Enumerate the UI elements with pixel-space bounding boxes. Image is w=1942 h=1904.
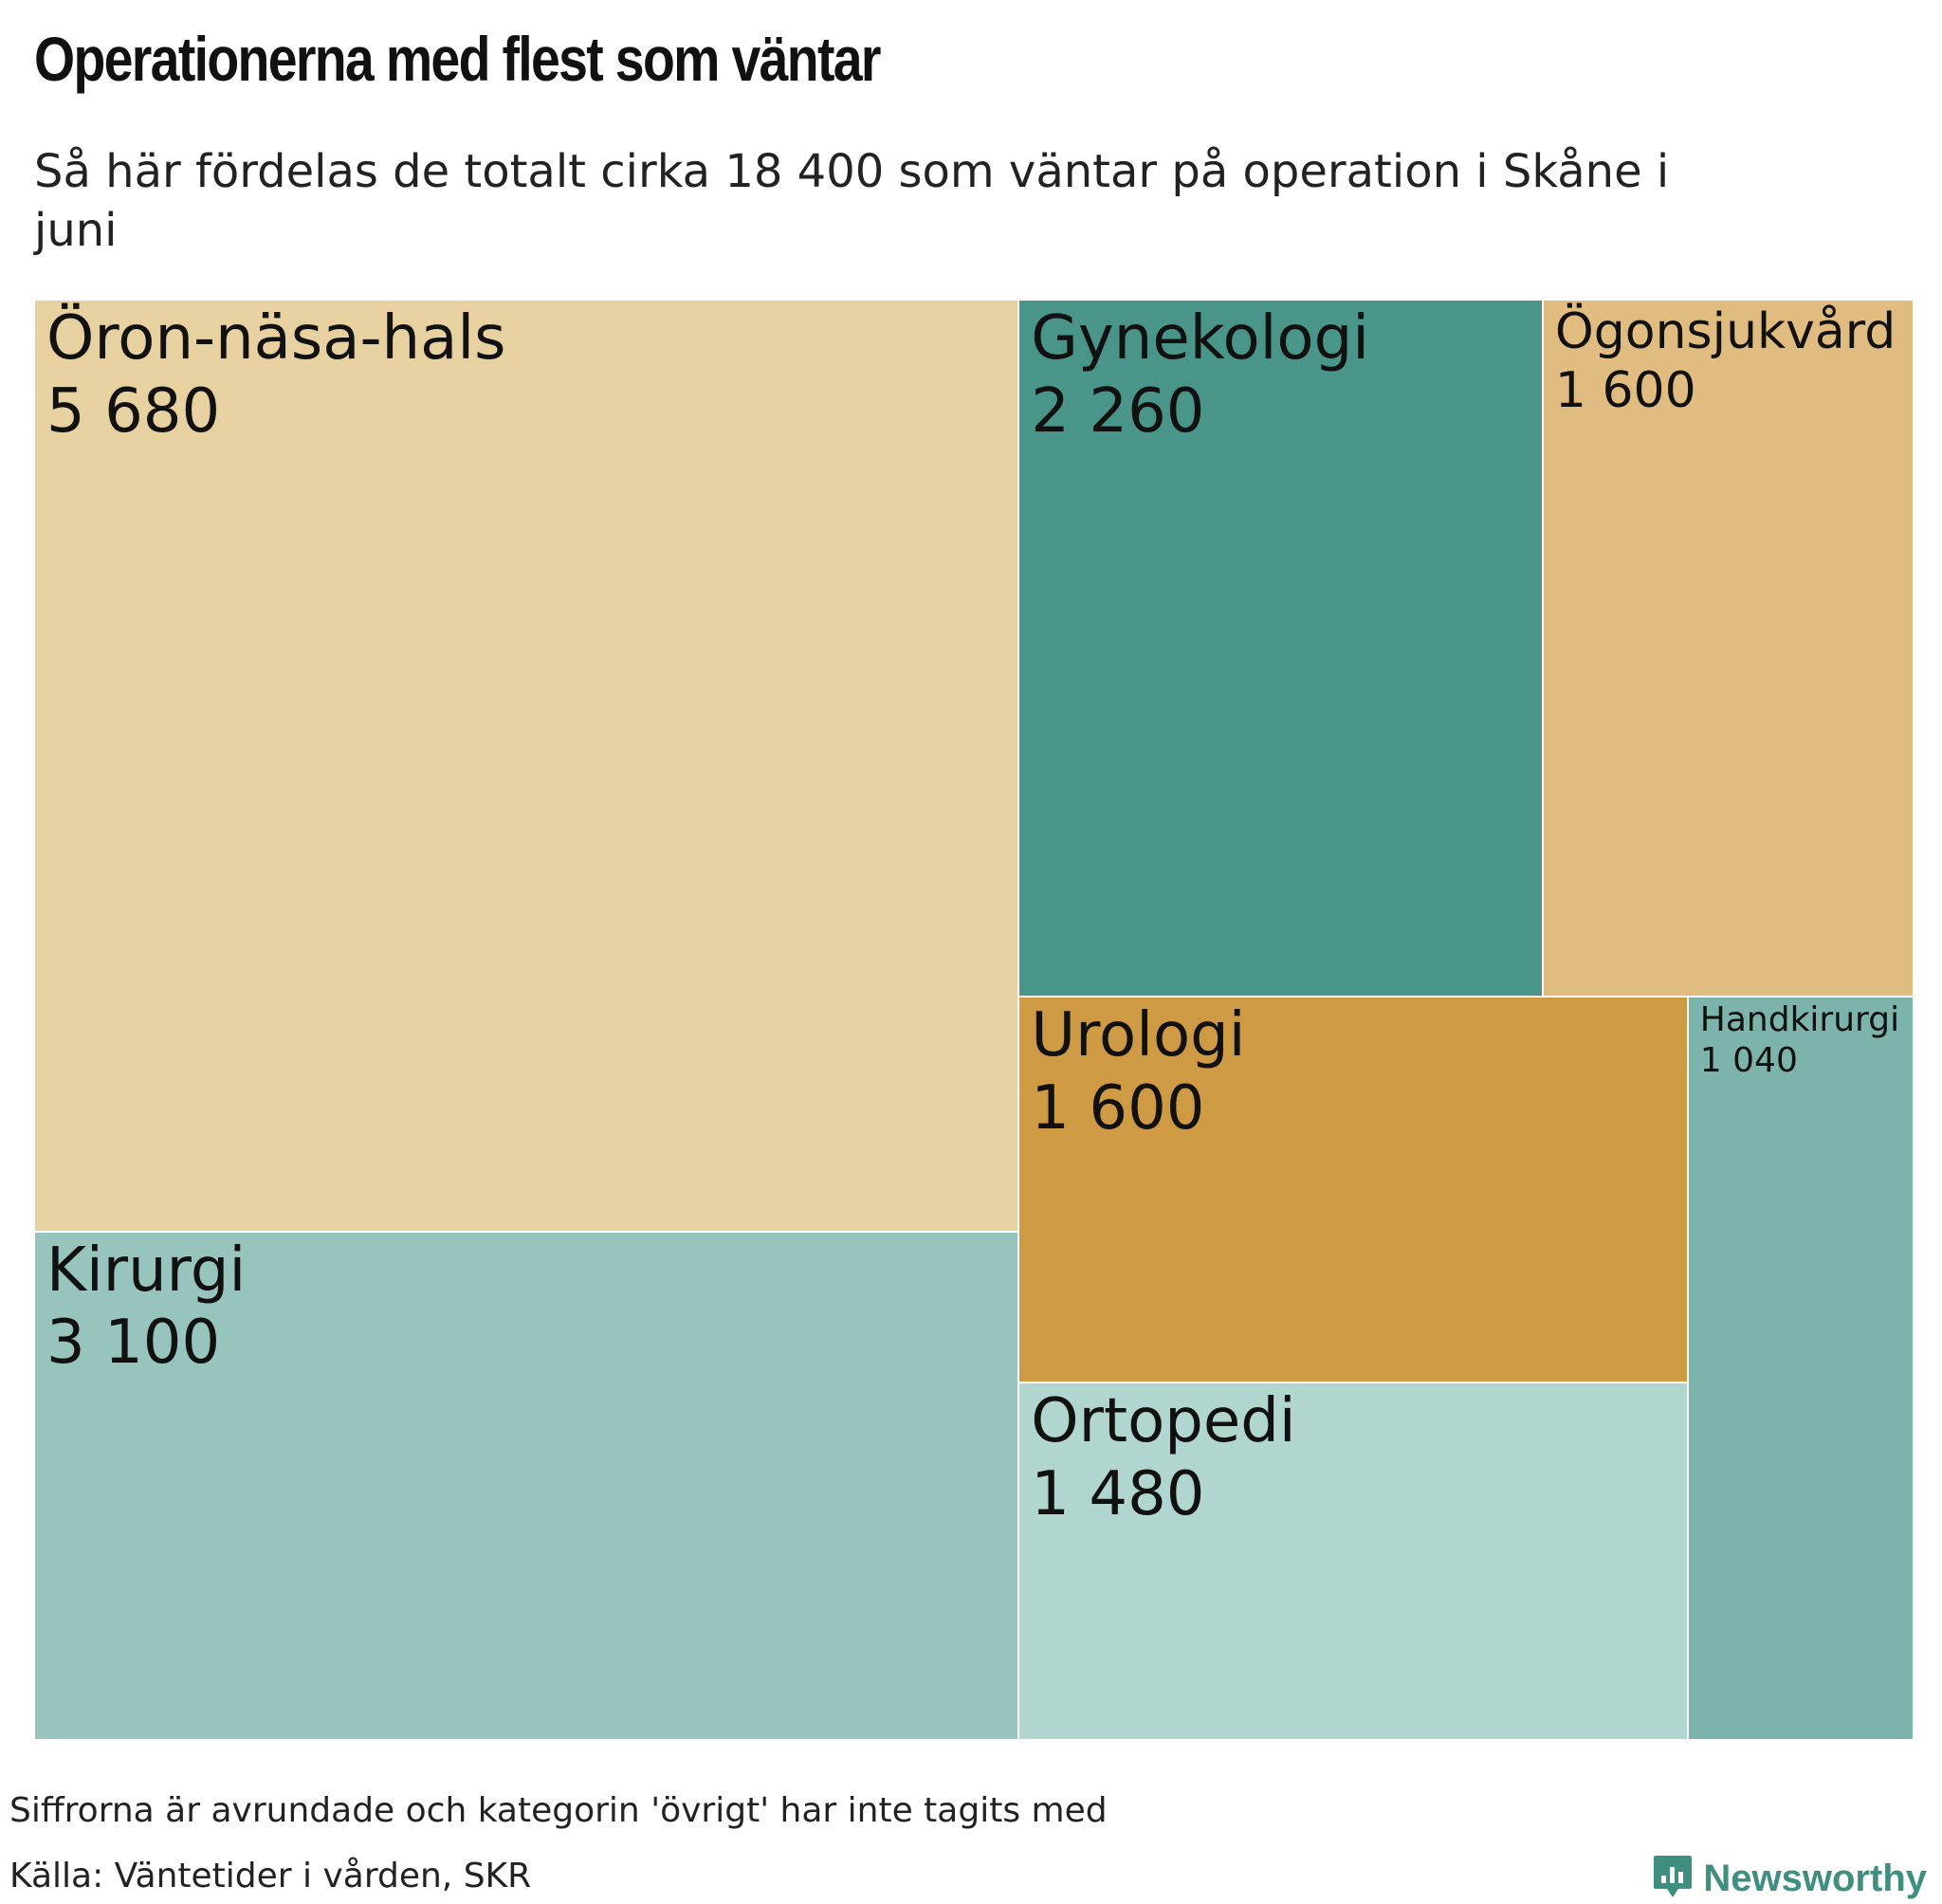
brand-name: Newsworthy	[1703, 1857, 1927, 1899]
tile-value: 1 040	[1699, 1040, 1798, 1080]
treemap-tile-kirurgi: Kirurgi 3 100	[34, 1231, 1019, 1740]
footnote: Siffrorna är avrundade och kategorin 'öv…	[9, 1791, 1108, 1830]
tile-label: Handkirurgi	[1699, 999, 1900, 1039]
treemap-tile-ogonsjukvard: Ögonsjukvård 1 600	[1542, 300, 1914, 997]
treemap-tile-urologi: Urologi 1 600	[1018, 996, 1688, 1383]
treemap-chart: Öron-näsa-hals 5 680 Kirurgi 3 100 Gynekolog…	[34, 300, 1914, 1740]
tile-value: 1 600	[1031, 1072, 1205, 1144]
tile-value: 3 100	[46, 1308, 221, 1379]
newsworthy-logo: Newsworthy	[1652, 1853, 1927, 1904]
tile-value: 1 480	[1031, 1458, 1205, 1529]
tile-label: Kirurgi	[46, 1235, 247, 1306]
chart-title: Operationerna med flest som väntar	[34, 24, 881, 94]
tile-label: Ortopedi	[1031, 1386, 1296, 1457]
tile-label: Ögonsjukvård	[1554, 303, 1896, 360]
source-credit: Källa: Väntetider i vården, SKR	[9, 1857, 532, 1895]
tile-label: Gynekologi	[1031, 303, 1369, 374]
newsworthy-chart-icon	[1652, 1853, 1694, 1904]
chart-subtitle: Så här fördelas de totalt cirka 18 400 s…	[34, 145, 1670, 257]
tile-label: Öron-näsa-hals	[46, 303, 506, 374]
treemap-tile-gynekologi: Gynekologi 2 260	[1018, 300, 1543, 997]
tile-value: 2 260	[1031, 375, 1205, 447]
treemap-tile-oron-nasa-hals: Öron-näsa-hals 5 680	[34, 300, 1019, 1232]
tile-label: Urologi	[1031, 999, 1246, 1071]
treemap-tile-handkirurgi: Handkirurgi 1 040	[1687, 996, 1914, 1740]
tile-value: 1 600	[1554, 362, 1696, 420]
tile-value: 5 680	[46, 375, 221, 447]
treemap-tile-ortopedi: Ortopedi 1 480	[1018, 1382, 1688, 1740]
